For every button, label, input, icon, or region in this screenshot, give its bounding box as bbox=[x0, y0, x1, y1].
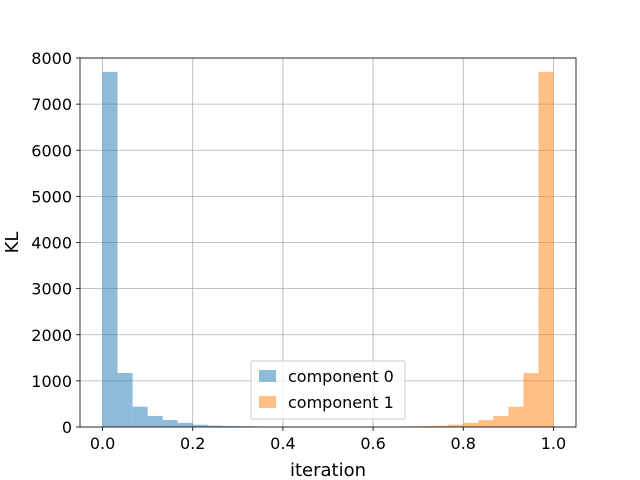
bar-component-0 bbox=[132, 406, 148, 427]
bar-component-1 bbox=[463, 422, 479, 427]
y-tick-label: 1000 bbox=[31, 372, 72, 391]
y-tick-label: 2000 bbox=[31, 326, 72, 345]
bar-component-0 bbox=[222, 426, 238, 427]
x-axis-label: iteration bbox=[290, 460, 366, 480]
x-tick-label: 0.0 bbox=[90, 434, 115, 453]
legend-swatch-component-0 bbox=[259, 370, 276, 382]
bar-component-1 bbox=[493, 415, 509, 427]
histogram-bars bbox=[102, 71, 554, 428]
bar-component-0 bbox=[177, 422, 193, 427]
y-tick-label: 5000 bbox=[31, 187, 72, 206]
bar-component-1 bbox=[448, 424, 464, 427]
axis-ticks: 0.0 0.2 0.4 0.6 0.8 1.0 0 1000 2000 3000 4000 5000 6… bbox=[31, 49, 566, 453]
bar-component-1 bbox=[538, 71, 554, 428]
x-tick-label: 0.8 bbox=[451, 434, 476, 453]
bar-component-0 bbox=[147, 415, 163, 427]
bar-component-0 bbox=[117, 373, 133, 427]
bar-component-0 bbox=[102, 71, 118, 428]
legend-swatch-component-1 bbox=[259, 396, 276, 408]
bar-component-0 bbox=[207, 425, 223, 427]
x-tick-label: 1.0 bbox=[541, 434, 566, 453]
bar-component-0 bbox=[192, 424, 208, 427]
y-tick-label: 3000 bbox=[31, 280, 72, 299]
y-tick-label: 7000 bbox=[31, 95, 72, 114]
y-tick-label: 6000 bbox=[31, 141, 72, 160]
bar-component-1 bbox=[478, 420, 494, 427]
x-tick-label: 0.6 bbox=[360, 434, 385, 453]
bar-component-1 bbox=[418, 426, 434, 427]
legend-label-component-0: component 0 bbox=[288, 367, 394, 386]
bar-component-1 bbox=[433, 425, 449, 427]
y-tick-label: 4000 bbox=[31, 234, 72, 253]
y-tick-label: 0 bbox=[62, 418, 72, 437]
bar-component-1 bbox=[508, 406, 524, 427]
legend: component 0 component 1 bbox=[250, 360, 406, 420]
y-tick-label: 8000 bbox=[31, 49, 72, 68]
x-tick-label: 0.2 bbox=[180, 434, 205, 453]
y-axis-label: KL bbox=[2, 232, 23, 254]
legend-label-component-1: component 1 bbox=[288, 393, 394, 412]
bar-component-1 bbox=[523, 373, 539, 427]
bar-component-0 bbox=[162, 420, 178, 427]
x-tick-label: 0.4 bbox=[270, 434, 295, 453]
legend-box bbox=[250, 360, 406, 420]
